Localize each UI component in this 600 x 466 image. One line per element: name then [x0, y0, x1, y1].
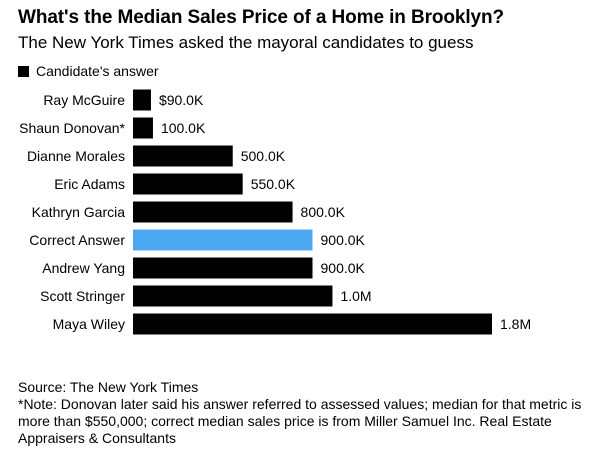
chart-subtitle: The New York Times asked the mayoral can… — [18, 33, 474, 52]
value-label-scott-stringer: 1.0M — [340, 288, 371, 304]
bar-shaun-donovan — [133, 117, 153, 139]
footnotes: Source: The New York Times *Note: Donova… — [18, 379, 588, 447]
bar-eric-adams — [133, 173, 243, 195]
category-label-scott-stringer: Scott Stringer — [40, 288, 125, 304]
bar-ray-mcguire — [133, 89, 151, 111]
category-label-maya-wiley: Maya Wiley — [53, 316, 125, 332]
bar-correct-answer — [133, 229, 313, 251]
value-label-maya-wiley: 1.8M — [500, 316, 531, 332]
bar-scott-stringer — [133, 285, 333, 307]
value-label-dianne-morales: 500.0K — [241, 148, 286, 164]
category-label-shaun-donovan: Shaun Donovan* — [19, 120, 125, 136]
legend-label: Candidate's answer — [36, 63, 159, 79]
category-label-dianne-morales: Dianne Morales — [27, 148, 125, 164]
bar-kathryn-garcia — [133, 201, 293, 223]
bar-dianne-morales — [133, 145, 233, 167]
value-label-eric-adams: 550.0K — [251, 176, 296, 192]
chart-title: What's the Median Sales Price of a Home … — [18, 7, 505, 28]
category-label-correct-answer: Correct Answer — [29, 232, 125, 248]
value-label-shaun-donovan: 100.0K — [161, 120, 206, 136]
category-label-eric-adams: Eric Adams — [54, 176, 125, 192]
legend-swatch — [18, 65, 29, 77]
source-note: Source: The New York Times — [18, 379, 199, 395]
value-label-correct-answer: 900.0K — [321, 232, 366, 248]
category-label-andrew-yang: Andrew Yang — [42, 260, 125, 276]
category-label-kathryn-garcia: Kathryn Garcia — [32, 204, 126, 220]
value-label-kathryn-garcia: 800.0K — [301, 204, 346, 220]
value-label-andrew-yang: 900.0K — [321, 260, 366, 276]
legend: Candidate's answer — [18, 63, 159, 79]
bar-chart: Ray McGuire $90.0K Shaun Donovan* 100.0K Dia… — [19, 89, 531, 335]
footnote: *Note: Donovan later said his answer ref… — [18, 396, 582, 446]
bar-maya-wiley — [133, 313, 492, 335]
value-label-ray-mcguire: $90.0K — [159, 92, 204, 108]
bar-andrew-yang — [133, 257, 313, 279]
category-label-ray-mcguire: Ray McGuire — [43, 92, 125, 108]
